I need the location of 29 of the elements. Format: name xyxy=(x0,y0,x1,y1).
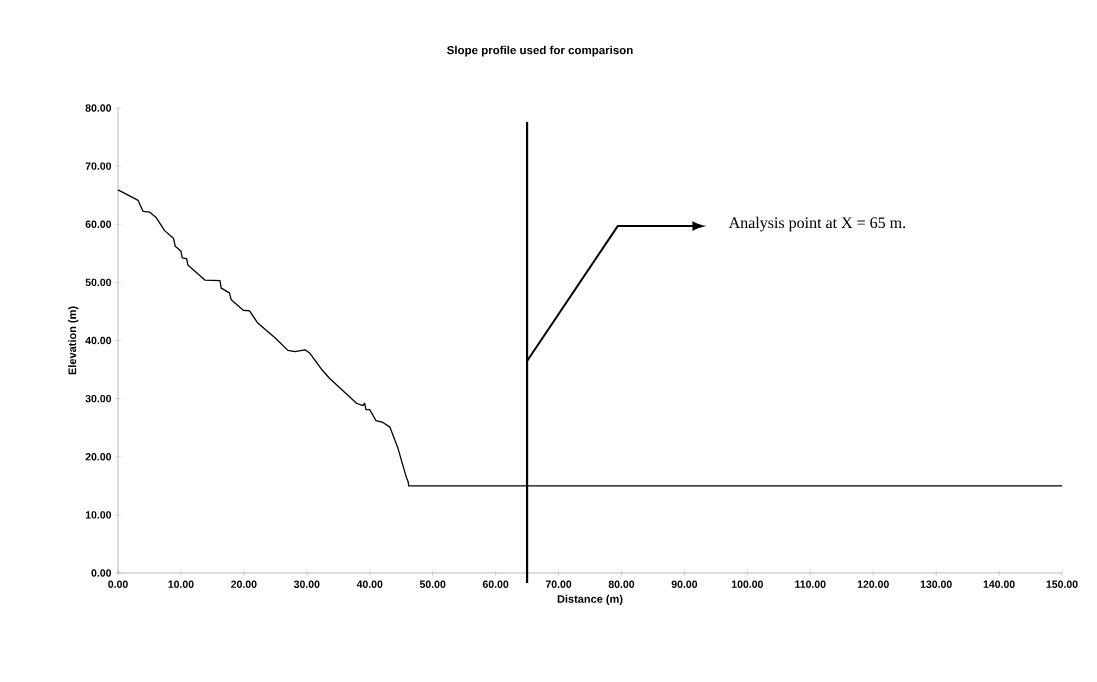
y-tick-label: 50.00 xyxy=(85,278,112,287)
chart-title: Slope profile used for comparison xyxy=(447,45,633,57)
x-tick-label: 100.00 xyxy=(731,580,763,588)
x-tick-label: 20.00 xyxy=(231,580,257,588)
y-tick-label: 0.00 xyxy=(91,569,112,577)
x-tick-label: 120.00 xyxy=(857,580,889,588)
x-tick-label: 0.00 xyxy=(108,580,128,588)
x-tick-label: 60.00 xyxy=(482,580,509,588)
x-tick-label: 50.00 xyxy=(419,580,446,588)
x-tick-label: 90.00 xyxy=(671,580,698,588)
x-tick-label: 30.00 xyxy=(293,580,320,588)
y-axis-title: Elevation (m) xyxy=(68,306,79,375)
y-tick-label: 10.00 xyxy=(85,511,112,519)
annotation: Analysis point at X = 65 m. xyxy=(728,216,906,232)
y-tick-label: 20.00 xyxy=(85,453,112,461)
y-tick-label: 70.00 xyxy=(85,162,112,170)
x-tick-label: 140.00 xyxy=(983,580,1015,588)
x-tick-label: 70.00 xyxy=(545,580,572,588)
y-tick-label: 80.00 xyxy=(85,104,112,112)
x-tick-label: 150.00 xyxy=(1046,580,1078,588)
x-tick-label: 130.00 xyxy=(920,580,952,588)
y-tick-label: 40.00 xyxy=(85,336,112,345)
y-tick-label: 60.00 xyxy=(85,220,112,228)
x-axis-title: Distance (m) xyxy=(557,594,623,606)
y-tick-label: 30.00 xyxy=(85,394,112,403)
x-tick-label: 10.00 xyxy=(168,580,194,588)
x-tick-label: 110.00 xyxy=(795,580,826,588)
x-tick-label: 40.00 xyxy=(356,580,383,588)
x-tick-label: 80.00 xyxy=(608,580,635,588)
